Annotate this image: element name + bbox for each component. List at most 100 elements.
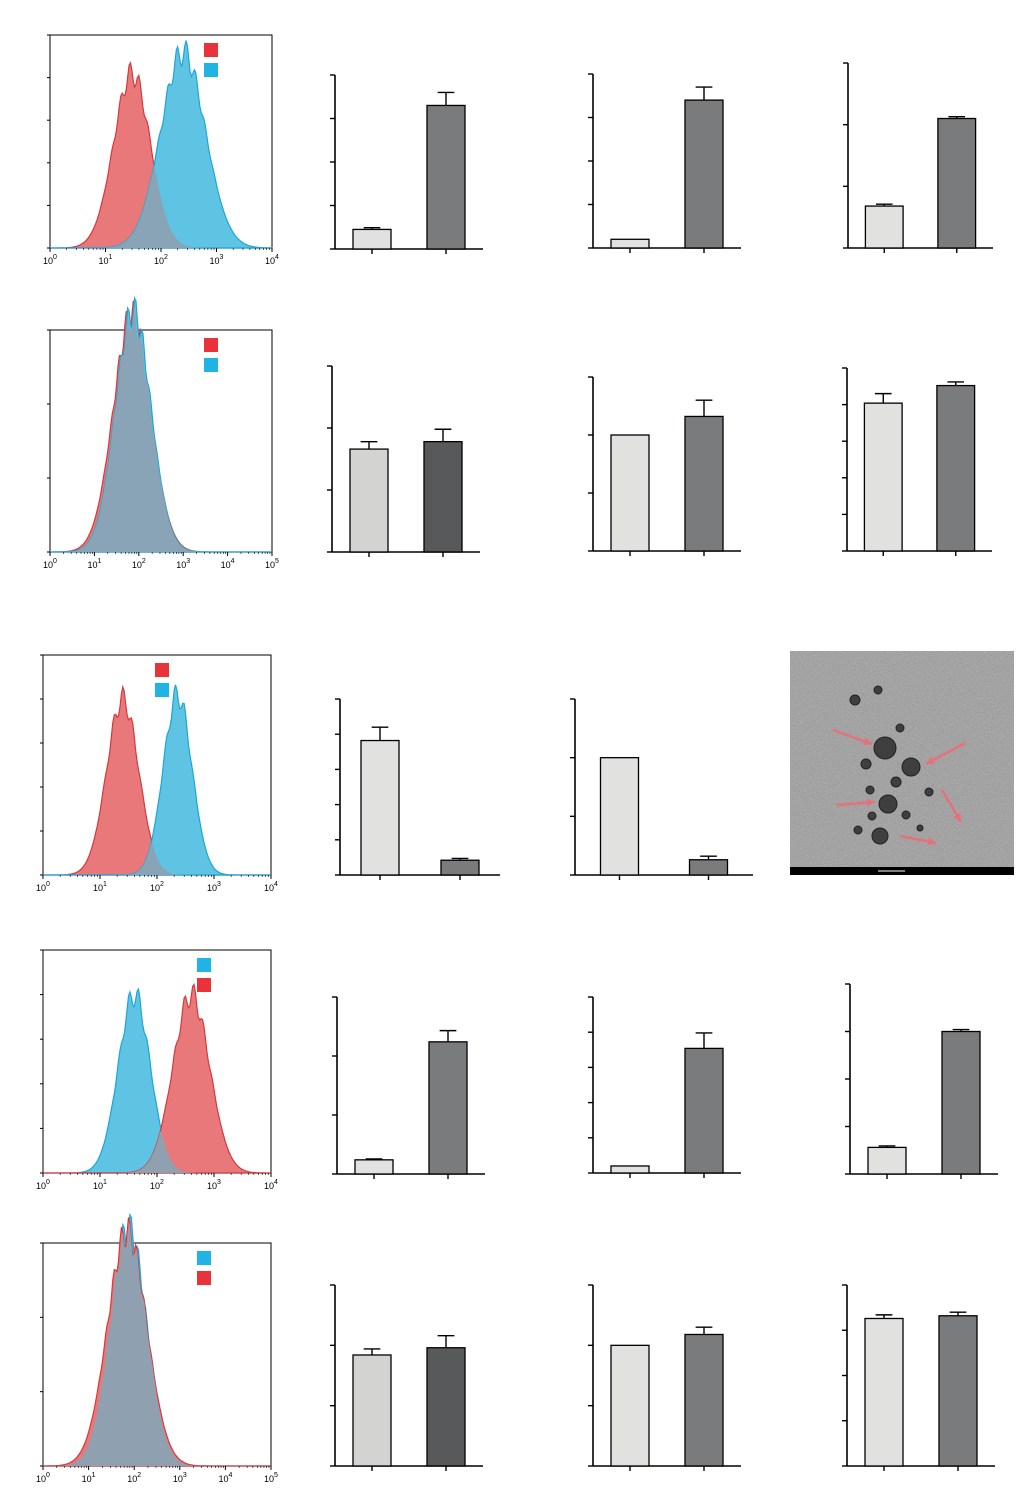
bar-chart-D-bar-CD206 <box>335 698 500 880</box>
bar-co-cul <box>360 739 400 876</box>
bar-chart-G-bar-CD206 <box>332 996 485 1179</box>
vesicle <box>865 785 875 795</box>
bar-chart-I-bar-IL6 <box>842 1284 995 1471</box>
histogram-overlap <box>43 842 271 875</box>
legend-swatch-blue <box>204 63 218 77</box>
x-tick-label: 100 <box>36 881 50 893</box>
legend-swatch-blue <box>197 1251 211 1265</box>
bar-co-cul <box>423 440 463 553</box>
vesicle <box>873 685 883 695</box>
bar-chart-B-bar-Arg1 <box>588 73 741 253</box>
bar-con <box>867 1146 907 1175</box>
bar-con <box>864 1317 904 1467</box>
x-tick-label: 102 <box>150 881 164 893</box>
x-tick-label: 104 <box>218 1472 232 1484</box>
x-tick-label: 100 <box>43 254 57 266</box>
bar-con <box>610 434 650 552</box>
bar-chart-E-bar-Arg1 <box>570 698 753 880</box>
vesicle <box>924 787 934 797</box>
bar-con <box>349 448 389 553</box>
bar-chart-A-bar-CD86 <box>327 365 480 557</box>
histogram-A-hist-2: 100 101 102 103 104 105 <box>43 295 279 570</box>
histogram-overlap <box>43 1130 271 1173</box>
bar-con <box>863 402 903 552</box>
histogram-series-co-cul <box>43 684 271 876</box>
x-tick-label: 102 <box>154 254 168 266</box>
arrowhead-icon <box>863 737 872 745</box>
bar-con <box>610 1344 650 1467</box>
bar-co-cul-dma <box>688 859 729 876</box>
arrowhead-icon <box>927 837 936 846</box>
bar-con <box>354 1159 394 1175</box>
vesicle <box>878 794 898 814</box>
bar-co-cul <box>426 104 466 250</box>
tem-image-panel <box>790 651 1014 875</box>
bar-exo <box>426 1347 466 1467</box>
vesicle <box>901 757 921 777</box>
x-tick-label: 104 <box>264 1179 278 1191</box>
bar-co-cul <box>684 415 724 552</box>
bar-co-cul <box>599 757 640 876</box>
x-tick-label: 103 <box>210 254 224 266</box>
bar-co-cul <box>937 117 977 249</box>
x-tick-label: 104 <box>265 254 279 266</box>
x-tick-label: 103 <box>173 1472 187 1484</box>
x-tick-label: 100 <box>36 1179 50 1191</box>
histogram-G-hist-1: 100 101 102 103 104 <box>36 949 278 1191</box>
vesicle <box>901 810 911 820</box>
bar-chart-B-bar-NOS2 <box>588 376 741 556</box>
vesicle <box>849 694 861 706</box>
x-tick-label: 100 <box>43 558 57 570</box>
legend-swatch-red <box>204 338 218 352</box>
vesicle <box>873 736 897 760</box>
bar-chart-C-bar-IL10 <box>843 62 993 253</box>
vesicle <box>860 758 872 770</box>
bar-con <box>352 228 392 250</box>
arrowhead-icon <box>953 813 961 822</box>
legend-swatch-red <box>197 1271 211 1285</box>
x-tick-label: 105 <box>264 1472 278 1484</box>
x-tick-label: 105 <box>265 558 279 570</box>
bar-exo <box>428 1041 468 1175</box>
x-tick-label: 101 <box>87 558 101 570</box>
bar-con <box>610 238 650 249</box>
vesicle <box>853 825 863 835</box>
bar-exo <box>684 1333 724 1467</box>
x-tick-label: 102 <box>150 1179 164 1191</box>
x-tick-label: 101 <box>93 1179 107 1191</box>
x-tick-label: 103 <box>176 558 190 570</box>
arrowhead-icon <box>926 756 935 764</box>
vesicle <box>867 811 877 821</box>
histogram-A-hist-1: 100 101 102 103 104 <box>43 34 279 266</box>
x-tick-label: 101 <box>99 254 113 266</box>
arrowhead-icon <box>866 798 875 807</box>
bar-co-cul <box>936 384 976 552</box>
legend-swatch-red <box>204 43 218 57</box>
legend-swatch-blue <box>155 683 169 697</box>
histogram-overlap <box>50 305 272 552</box>
bar-chart-A-bar-CD206 <box>330 74 483 254</box>
x-tick-label: 101 <box>93 881 107 893</box>
histogram-G-hist-2: 100 101 102 103 104 105 <box>36 1212 278 1484</box>
bar-exo <box>684 1047 724 1174</box>
bar-con <box>864 205 904 249</box>
tem-noise <box>790 651 1014 875</box>
legend-swatch-blue <box>197 958 211 972</box>
x-tick-label: 102 <box>127 1472 141 1484</box>
x-tick-label: 104 <box>264 881 278 893</box>
bar-con <box>352 1354 392 1467</box>
x-tick-label: 103 <box>207 1179 221 1191</box>
vesicle <box>890 776 902 788</box>
histogram-D-hist: 100 101 102 103 104 <box>36 654 278 893</box>
legend-swatch-red <box>155 663 169 677</box>
x-tick-label: 102 <box>132 558 146 570</box>
vesicle <box>871 827 889 845</box>
bar-exo <box>941 1030 981 1175</box>
legend-swatch-red <box>197 978 211 992</box>
x-tick-label: 101 <box>82 1472 96 1484</box>
bar-co-cul-dma <box>440 859 480 876</box>
bar-chart-C-bar-IL6 <box>842 367 992 556</box>
x-tick-label: 103 <box>207 881 221 893</box>
bar-chart-H-bar-Arg1 <box>588 996 741 1178</box>
